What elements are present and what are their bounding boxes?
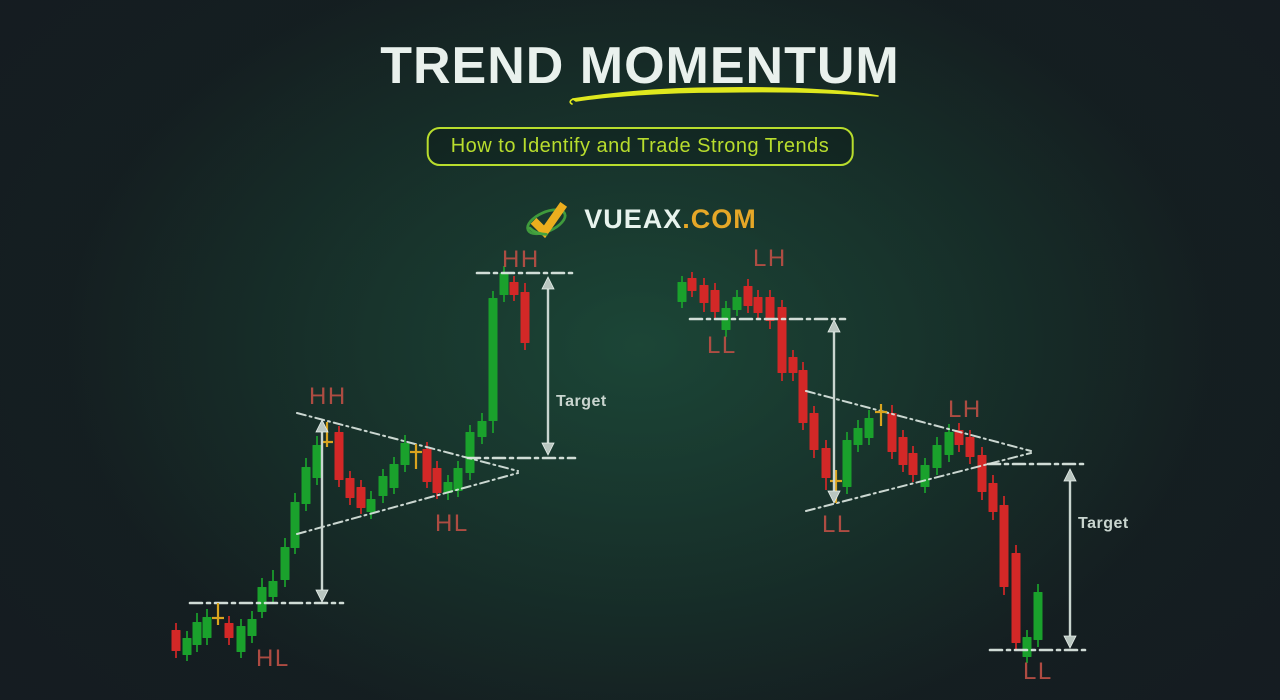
target-label: Target: [556, 393, 607, 410]
candle-body: [788, 357, 798, 373]
candle-body: [422, 449, 432, 482]
candle-body: [1011, 553, 1021, 643]
pattern-trendline: [805, 452, 1032, 512]
brand-tld: .COM: [682, 203, 757, 234]
brand-name: VUEAX: [584, 203, 683, 234]
candle-body: [389, 464, 399, 488]
checkmark-swoosh-icon: [526, 202, 568, 239]
candle-body: [920, 465, 930, 487]
candle-body: [443, 482, 453, 493]
pattern-trendline: [296, 412, 519, 472]
swing-label: HL: [435, 510, 469, 537]
candle-body: [809, 413, 819, 450]
subtitle-text: How to Identify and Trade Strong Trends: [450, 135, 830, 157]
title-underline-swoosh: [569, 87, 879, 105]
candle-body: [1022, 637, 1032, 657]
bullish-trend-chart: Target HH HL HL HH: [171, 246, 607, 672]
candle-body: [932, 445, 942, 468]
candle-body: [732, 297, 742, 310]
page-title: TREND MOMENTUM: [380, 37, 900, 95]
candle-body: [821, 448, 831, 478]
candle-body: [290, 502, 300, 548]
candle-body: [999, 505, 1009, 587]
candle-body: [236, 626, 246, 652]
candle-body: [954, 430, 964, 445]
pattern-trendline: [805, 390, 1032, 452]
bearish-trend-chart: Target LH LL LH LL LL: [677, 245, 1129, 685]
candle-body: [280, 547, 290, 580]
candle-body: [268, 581, 278, 597]
candle-body: [777, 307, 787, 373]
candle-body: [499, 273, 509, 295]
candle-body: [864, 418, 874, 438]
candle-body: [312, 445, 322, 478]
candle-body: [898, 437, 908, 465]
candle-body: [202, 617, 212, 638]
candle-body: [944, 432, 954, 455]
pattern-trendline: [296, 472, 519, 535]
candle-body: [765, 297, 775, 321]
candle-body: [378, 476, 388, 496]
arrow-head-up: [827, 319, 841, 333]
arrow-head-up: [541, 276, 555, 290]
candle-body: [965, 437, 975, 457]
swing-label: HH: [309, 383, 347, 410]
brand-wordmark: VUEAX.COM: [584, 204, 757, 235]
candle-body: [1033, 592, 1043, 640]
swing-label: LL: [822, 511, 852, 538]
candle-body: [400, 443, 410, 465]
candle-body: [453, 468, 463, 491]
candle-body: [509, 282, 519, 295]
candle-body: [171, 630, 181, 651]
candle-body: [677, 282, 687, 302]
arrow-head-up: [1063, 468, 1077, 482]
candle-body: [798, 370, 808, 423]
swing-label: LL: [1023, 658, 1053, 685]
candle-body: [366, 499, 376, 512]
candle-body: [743, 286, 753, 306]
candle-body: [753, 297, 763, 313]
candle-body: [520, 292, 530, 343]
candle-body: [432, 468, 442, 493]
candle-body: [192, 622, 202, 645]
candle-body: [710, 290, 720, 312]
candle-body: [887, 413, 897, 452]
candle-body: [334, 432, 344, 480]
candle-body: [842, 440, 852, 487]
candle-body: [301, 467, 311, 504]
candle-body: [465, 432, 475, 473]
target-label: Target: [1078, 515, 1129, 532]
candle-body: [477, 421, 487, 437]
candle-body: [257, 587, 267, 612]
candle-body: [247, 619, 257, 636]
arrow-head-down: [827, 490, 841, 504]
swing-label: LH: [948, 396, 982, 423]
candle-body: [908, 453, 918, 475]
arrow-head-down: [1063, 635, 1077, 649]
candle-body: [182, 638, 192, 655]
candle-body: [977, 455, 987, 492]
candle-body: [853, 428, 863, 445]
candle-body: [699, 285, 709, 303]
candle-body: [224, 623, 234, 638]
arrow-head-up: [315, 419, 329, 433]
candle-body: [488, 298, 498, 421]
arrow-head-down: [315, 589, 329, 603]
subtitle-badge: How to Identify and Trade Strong Trends: [426, 127, 854, 166]
candle-body: [988, 483, 998, 512]
swing-label: LL: [707, 332, 737, 359]
swing-label: HL: [256, 645, 290, 672]
candle-body: [356, 487, 366, 508]
swing-label: LH: [753, 245, 787, 272]
swing-label: HH: [502, 246, 540, 273]
brand-logo: VUEAX.COM: [0, 198, 1280, 240]
candle-body: [687, 278, 697, 291]
candle-body: [345, 478, 355, 498]
arrow-head-down: [541, 442, 555, 456]
